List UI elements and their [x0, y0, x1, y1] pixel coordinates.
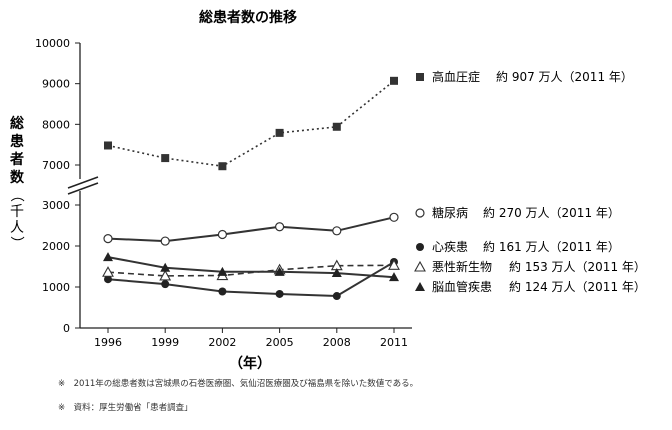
footnote-exclusion: ※ 2011年の総患者数は宮城県の石巻医療圏、気仙沼医療圏及び福島県を除いた数値… — [58, 379, 419, 389]
series-line — [107, 261, 395, 298]
data-point — [389, 212, 399, 222]
data-point — [161, 280, 170, 289]
data-point — [103, 234, 113, 244]
data-point — [103, 252, 113, 262]
data-point — [104, 275, 112, 284]
legend-marker — [415, 208, 425, 218]
x-tick-label: 2005 — [266, 336, 294, 349]
data-point — [389, 272, 399, 282]
legend-label: 悪性新生物 — [432, 259, 492, 274]
y-axis-label-char: 者 — [10, 152, 24, 168]
data-point — [390, 76, 398, 85]
axis-break-mark — [67, 182, 99, 195]
data-point — [275, 289, 284, 298]
y-axis-label-char: ） — [8, 236, 24, 250]
y-tick-label: 7000 — [42, 159, 70, 172]
legend-annotation: 約 270 万人（2011 年） — [483, 205, 620, 220]
data-point — [332, 292, 341, 301]
axis-break-mark — [67, 176, 99, 189]
data-point — [332, 122, 341, 131]
y-axis-label-char: （ — [8, 188, 24, 202]
legend-label: 心疾患 — [432, 239, 468, 254]
series-line — [107, 216, 395, 243]
y-axis-label-char: 総 — [10, 115, 24, 132]
data-point — [160, 262, 171, 272]
legend-annotation: 約 161 万人（2011 年） — [483, 239, 620, 254]
data-point — [161, 154, 170, 163]
legend-marker — [415, 282, 425, 291]
x-tick-label: 2011 — [380, 336, 408, 349]
data-point — [104, 141, 112, 150]
footnote-source: ※ 資料：厚生労働省「患者調査」 — [58, 403, 193, 413]
legend-marker — [416, 243, 424, 251]
data-point — [160, 236, 170, 246]
series-line — [107, 256, 395, 279]
legend-label: 脳血管疾患 — [432, 279, 492, 294]
y-axis-label-char: 患 — [10, 133, 24, 150]
data-point — [102, 266, 114, 277]
y-tick-label: 1000 — [42, 281, 70, 294]
data-point — [331, 268, 342, 278]
data-point — [217, 266, 228, 276]
x-tick-label: 2002 — [208, 336, 236, 349]
data-point — [217, 229, 227, 240]
data-point — [218, 162, 227, 171]
data-point — [159, 269, 172, 281]
x-tick-label: 1996 — [94, 336, 122, 349]
data-point — [218, 287, 227, 296]
series-line — [107, 80, 395, 168]
legend-marker — [414, 260, 426, 272]
data-point — [275, 128, 284, 137]
legend-annotation: 約 907 万人（2011 年） — [496, 69, 633, 84]
y-axis-label-char: 数 — [10, 169, 25, 186]
data-point — [275, 222, 285, 232]
data-point — [388, 259, 400, 270]
data-point — [274, 266, 285, 276]
x-axis-label: （年） — [229, 355, 271, 372]
y-tick-label: 8000 — [42, 118, 70, 131]
chart-title: 総患者数の推移 — [199, 9, 297, 26]
y-axis-label-char: 千 — [10, 204, 24, 220]
data-point — [332, 226, 342, 236]
legend-label: 糖尿病 — [432, 205, 468, 220]
legend-annotation: 約 153 万人（2011 年） — [509, 259, 646, 274]
x-tick-label: 1999 — [151, 336, 179, 349]
legend-marker — [416, 73, 424, 81]
y-tick-label: 9000 — [42, 78, 70, 91]
y-tick-label: 0 — [63, 322, 70, 335]
y-axis-label-char: 人 — [10, 220, 24, 236]
y-tick-label: 3000 — [42, 199, 70, 212]
y-tick-label: 10000 — [35, 37, 70, 50]
legend-annotation: 約 124 万人（2011 年） — [509, 279, 646, 294]
legend-label: 高血圧症 — [432, 69, 480, 84]
y-tick-label: 2000 — [42, 240, 70, 253]
x-tick-label: 2008 — [323, 336, 351, 349]
